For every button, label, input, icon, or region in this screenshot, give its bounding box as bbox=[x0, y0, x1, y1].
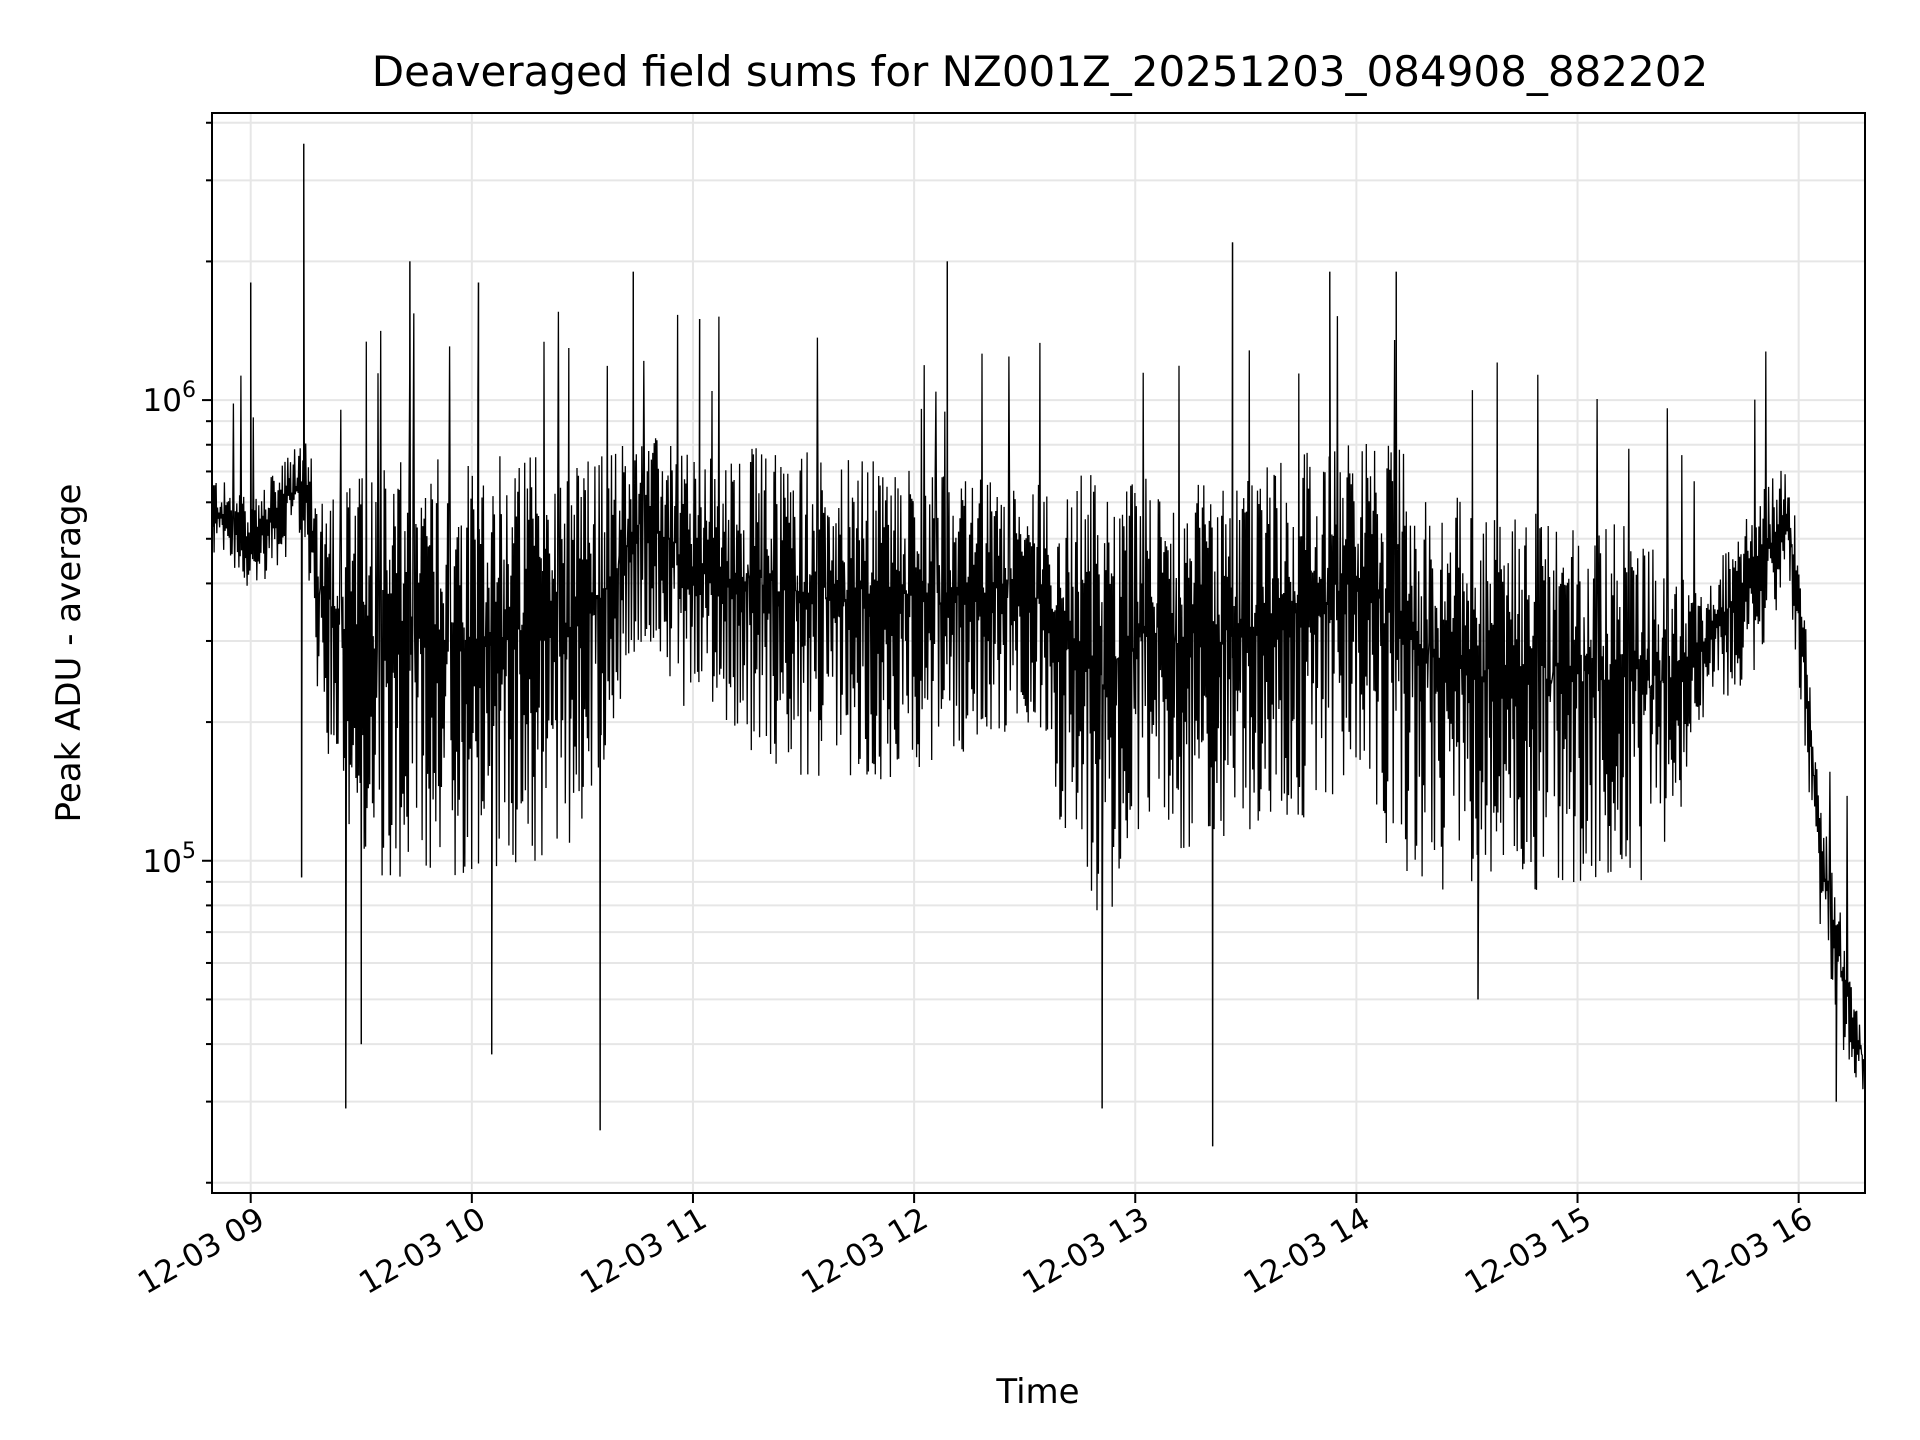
chart-title: Deaveraged field sums for NZ001Z_2025120… bbox=[372, 47, 1708, 96]
grid-lines bbox=[212, 113, 1865, 1193]
y-axis-label: Peak ADU - average bbox=[49, 484, 89, 823]
y-tick-label: 105 bbox=[143, 839, 196, 880]
series-line bbox=[211, 143, 1866, 1147]
y-tick-label: 106 bbox=[143, 378, 196, 419]
x-axis-label: Time bbox=[995, 1372, 1079, 1412]
plot-frame bbox=[211, 112, 1866, 1194]
data-series bbox=[211, 143, 1866, 1147]
y-axis: 105 106 bbox=[143, 121, 212, 1184]
